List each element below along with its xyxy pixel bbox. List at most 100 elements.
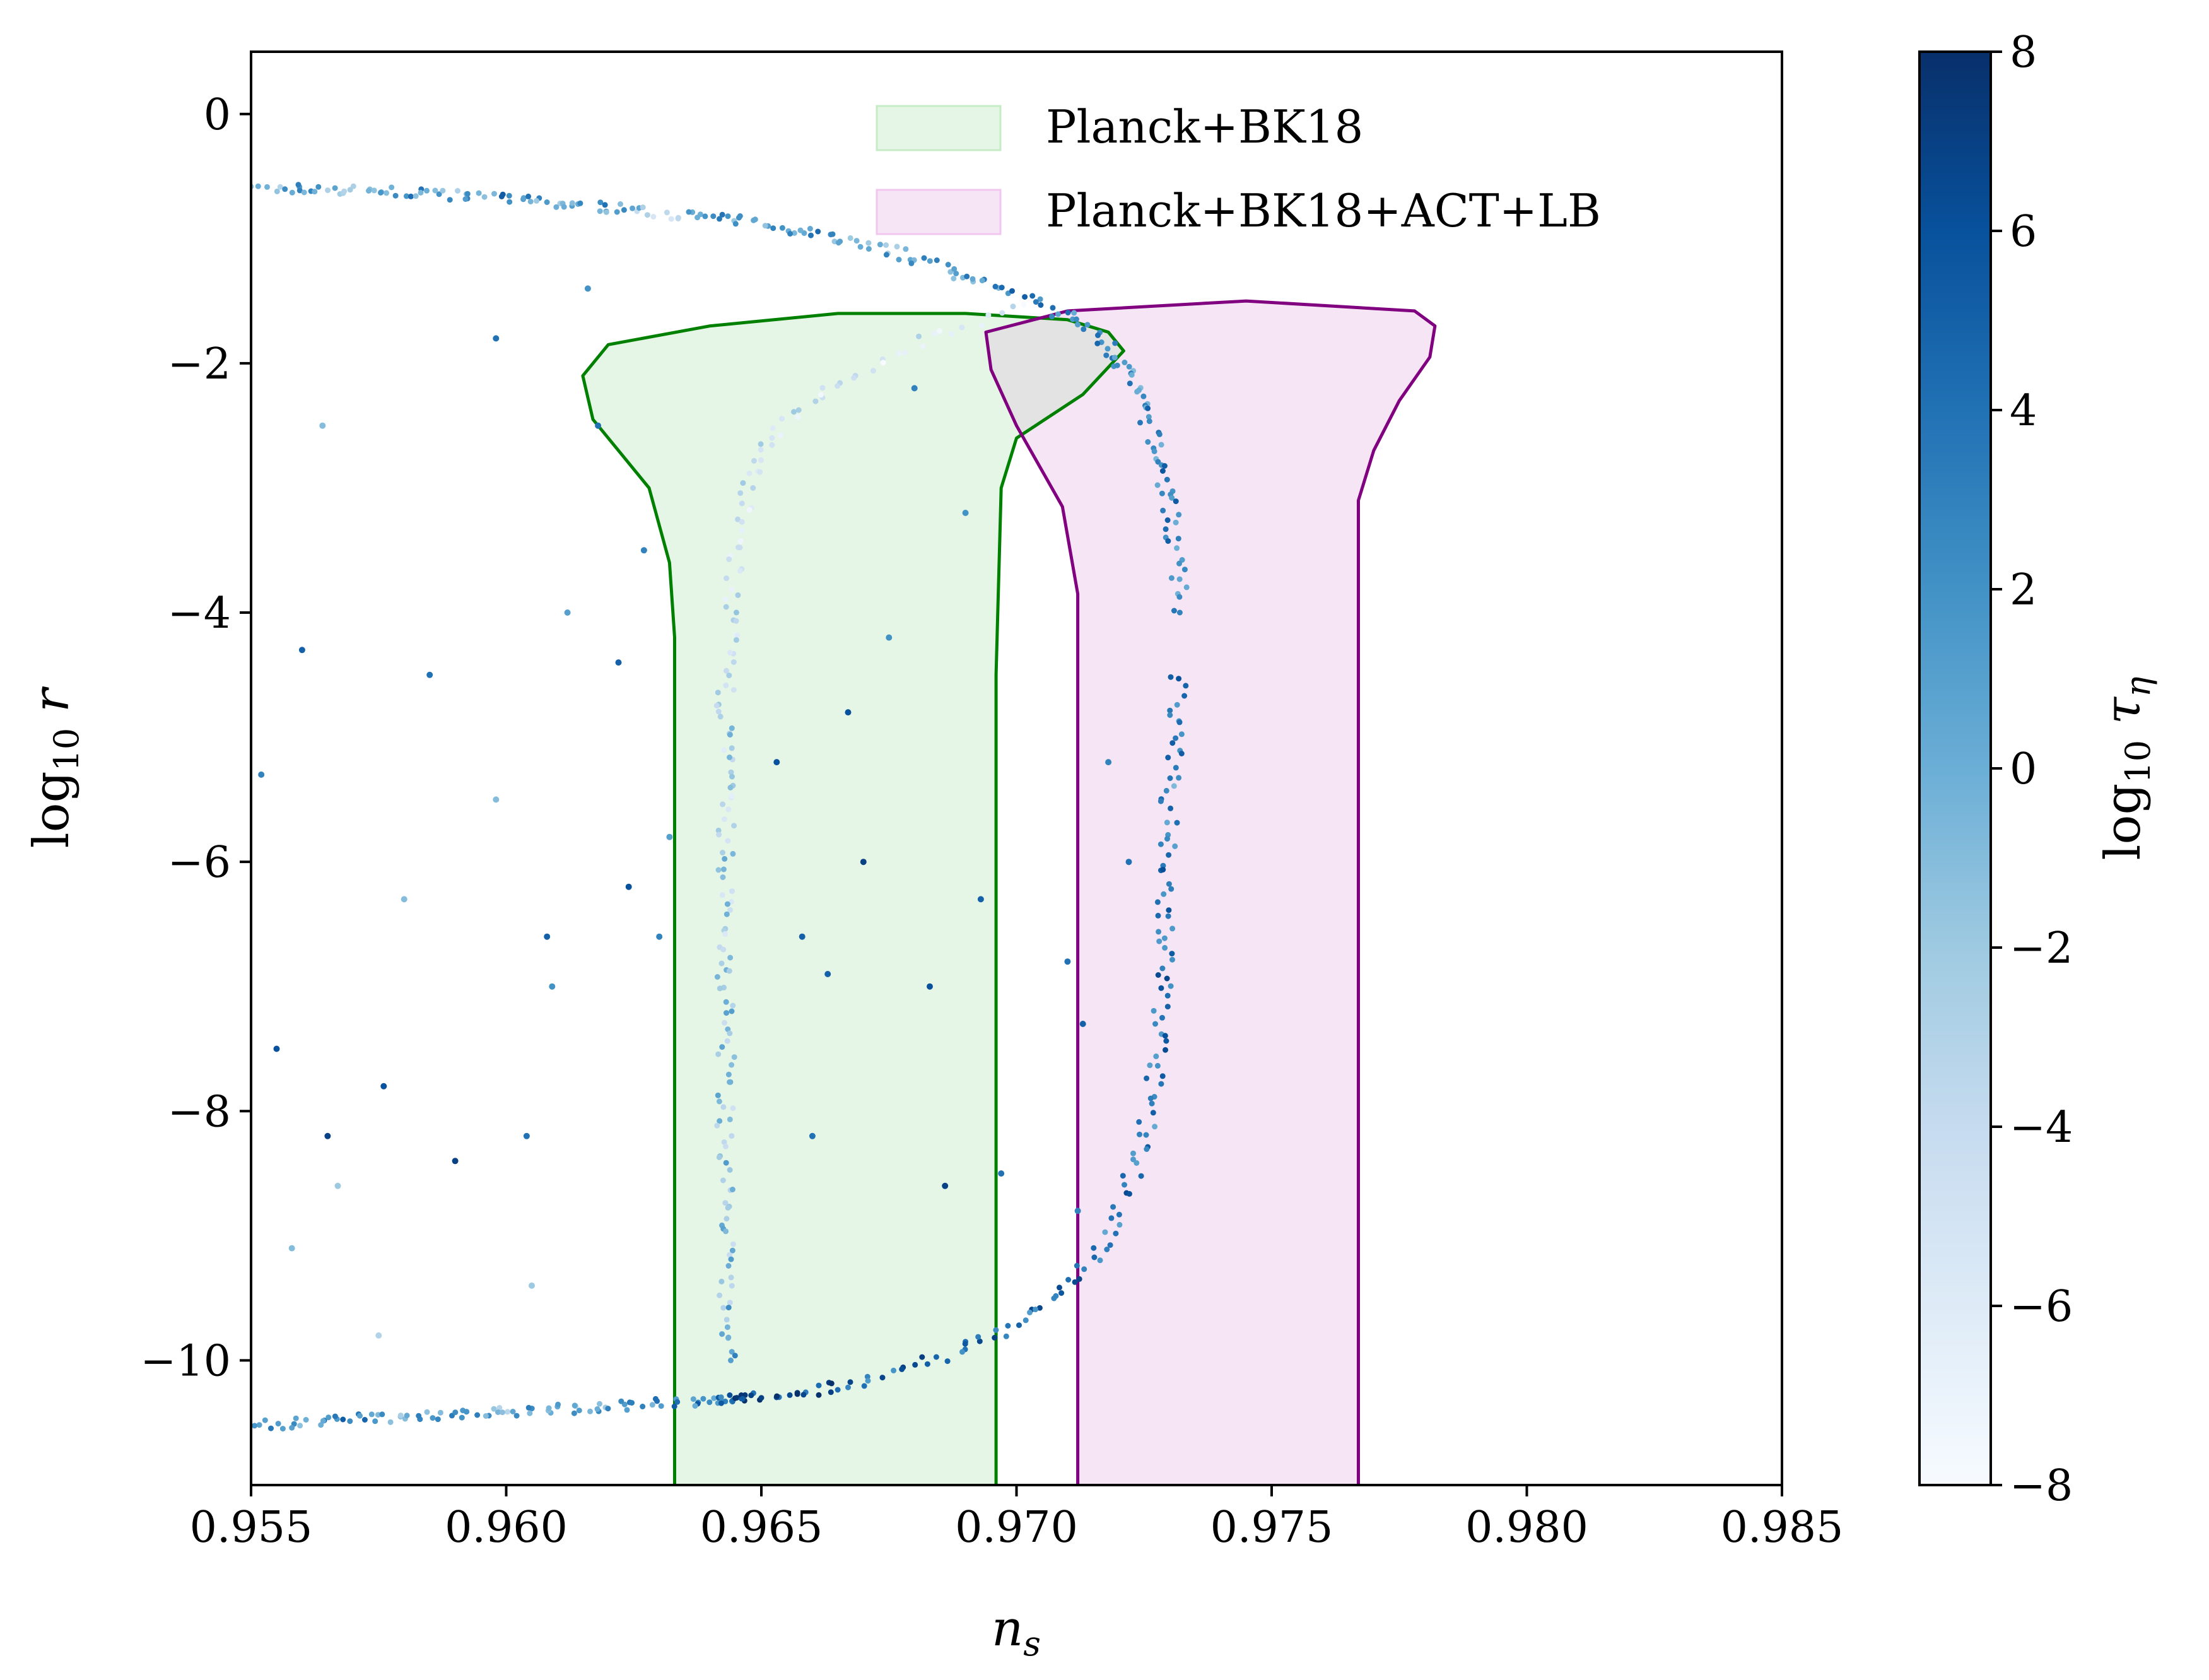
scatter-point <box>1125 859 1132 866</box>
scatter-point <box>629 1400 635 1406</box>
scatter-point <box>1174 819 1180 826</box>
scatter-point <box>561 204 567 210</box>
scatter-point <box>724 1324 730 1330</box>
scatter-point <box>372 1418 378 1424</box>
scatter-point <box>726 556 732 562</box>
scatter-point <box>1127 380 1133 387</box>
region-edge-1 <box>984 299 1437 1485</box>
scatter-point <box>1081 326 1087 332</box>
scatter-point <box>452 1409 459 1416</box>
scatter-point <box>1110 1204 1116 1210</box>
x-tick-label: 0.955 <box>190 1503 313 1553</box>
scatter-point <box>999 310 1005 316</box>
scatter-point <box>1116 1211 1122 1218</box>
scatter-point <box>1005 1323 1011 1329</box>
scatter-point <box>1127 1190 1132 1197</box>
scatter-point <box>1156 431 1163 437</box>
scatter-point <box>1161 935 1168 941</box>
scatter-point <box>1164 476 1170 483</box>
scatter-point <box>1165 755 1171 761</box>
scatter-point <box>1138 1173 1144 1179</box>
scatter-point <box>716 1154 722 1160</box>
scatter-point <box>544 199 550 205</box>
scatter-point <box>1181 693 1188 699</box>
scatter-point <box>275 1421 281 1427</box>
scatter-point <box>534 197 540 204</box>
scatter-point <box>1164 836 1170 842</box>
colorbar-tick-label: 6 <box>2010 207 2037 257</box>
scatter-point <box>724 901 730 907</box>
scatter-point <box>779 416 785 422</box>
scatter-point <box>597 199 604 206</box>
scatter-point <box>481 194 488 200</box>
scatter-point <box>1176 609 1183 616</box>
scatter-point <box>951 266 958 272</box>
scatter-point <box>962 1341 968 1347</box>
scatter-point <box>727 1252 732 1258</box>
scatter-point <box>1081 1266 1087 1272</box>
scatter-point <box>733 618 739 624</box>
scatter-point <box>312 189 318 195</box>
scatter-point <box>1079 1021 1086 1027</box>
scatter-point <box>640 204 646 211</box>
scatter-point <box>597 1401 602 1407</box>
scatter-point <box>546 1405 552 1411</box>
region-fill-1 <box>986 301 1435 1485</box>
scatter-point <box>1130 1156 1136 1163</box>
scatter-point <box>924 1361 930 1367</box>
scatter-point <box>979 322 985 329</box>
scatter-point <box>717 714 724 720</box>
scatter-point <box>934 257 940 263</box>
scatter-point <box>976 1338 983 1344</box>
scatter-point <box>730 687 737 693</box>
scatter-point <box>1152 1021 1158 1027</box>
scatter-point <box>1176 676 1182 682</box>
colorbar-tick-label: 2 <box>2010 565 2037 615</box>
scatter-point <box>1033 299 1039 305</box>
scatter-point <box>491 191 497 197</box>
scatter-point <box>835 383 841 389</box>
scatter-point <box>716 1098 722 1105</box>
scatter-point <box>891 1367 897 1373</box>
scatter-point <box>1072 1279 1078 1285</box>
scatter-point <box>239 182 245 187</box>
legend-swatch <box>876 105 1002 151</box>
scatter-point <box>911 385 918 392</box>
scatter-point <box>719 892 725 898</box>
scatter-point <box>727 1167 733 1173</box>
scatter-point <box>1003 1333 1009 1339</box>
scatter-point <box>459 1414 465 1421</box>
scatter-point <box>720 866 727 872</box>
scatter-point <box>845 709 852 716</box>
scatter-point <box>602 202 608 208</box>
scatter-point <box>378 189 384 196</box>
scatter-point <box>1175 536 1181 542</box>
scatter-point <box>1169 951 1175 957</box>
scatter-point <box>1176 560 1182 567</box>
scatter-point <box>690 1396 696 1402</box>
scatter-point <box>718 1400 724 1406</box>
scatter-point <box>728 1274 734 1281</box>
scatter-point <box>1126 363 1132 370</box>
scatter-point <box>779 225 785 231</box>
scatter-point <box>1168 575 1175 581</box>
scatter-point <box>1130 1150 1136 1156</box>
region-edge-0 <box>581 312 1125 1485</box>
scatter-point <box>692 1403 698 1409</box>
scatter-point <box>758 1395 765 1401</box>
scatter-point <box>1136 1119 1142 1125</box>
scatter-point <box>739 527 745 534</box>
scatter-point <box>942 1182 949 1189</box>
scatter-point <box>800 1392 807 1398</box>
scatter-point <box>715 1092 721 1098</box>
scatter-point <box>921 255 927 261</box>
scatter-point <box>723 1228 729 1235</box>
scatter-point <box>1144 1075 1150 1081</box>
scatter-point <box>1166 852 1172 858</box>
scatter-point <box>401 896 407 903</box>
scatter-point <box>770 425 776 432</box>
scatter-point <box>908 260 915 266</box>
scatter-point <box>1164 819 1170 826</box>
scatter-point <box>1183 584 1190 590</box>
scatter-point <box>719 211 725 218</box>
